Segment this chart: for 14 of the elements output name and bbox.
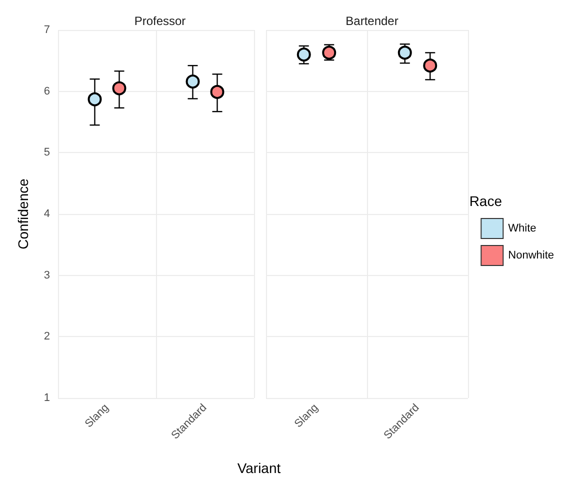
y-tick-label: 2 <box>44 330 50 343</box>
y-tick-label: 7 <box>44 24 50 36</box>
y-tick-label: 3 <box>44 269 50 282</box>
y-axis-title: Confidence <box>15 178 31 250</box>
y-tick-label: 6 <box>44 85 50 98</box>
y-tick-label: 1 <box>44 392 50 404</box>
legend-title: Race <box>469 193 502 209</box>
legend-label: Nonwhite <box>508 250 554 262</box>
x-axis-title: Variant <box>236 460 282 476</box>
chart-title: Bartender <box>346 14 398 28</box>
y-tick-label: 4 <box>44 208 50 220</box>
chart-title: Professor <box>134 14 186 28</box>
y-tick-label: 5 <box>44 146 50 159</box>
legend-label: White <box>508 222 536 234</box>
